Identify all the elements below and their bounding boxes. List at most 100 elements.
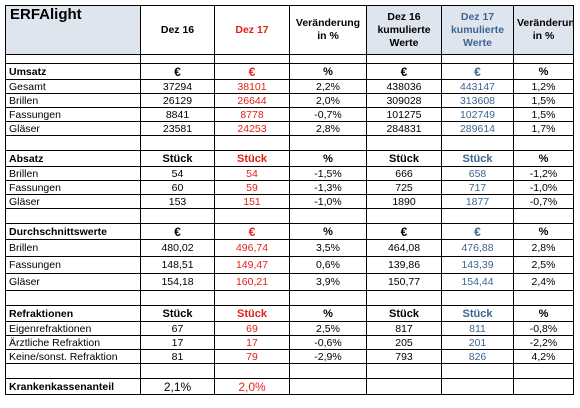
unit-change-cum: % <box>513 63 574 80</box>
value-dez17: 151 <box>214 194 290 209</box>
spacer-cell <box>289 208 367 224</box>
unit-dez16: Stück <box>140 150 215 167</box>
value-change-cum: -1,2% <box>513 166 574 181</box>
value-change: 0,6% <box>289 256 367 274</box>
spacer-cell <box>513 135 574 151</box>
spacer-cell <box>366 54 442 64</box>
value-dez16: 153 <box>140 194 215 209</box>
spacer-cell <box>289 290 367 306</box>
row-label: Brillen <box>5 93 141 108</box>
value-dez17: 149,47 <box>214 256 290 274</box>
value-dez17: 24253 <box>214 121 290 136</box>
spacer-cell <box>214 208 290 224</box>
value-change-cum <box>513 378 574 395</box>
spacer-cell <box>140 54 215 64</box>
spacer-cell <box>214 363 290 379</box>
report-table-body: ERFAlight Dez 16 Dez 17 Veränderung in %… <box>5 5 574 395</box>
value-change-cum: 1,5% <box>513 107 574 122</box>
value-change-cum: -0,7% <box>513 194 574 209</box>
spacer-cell <box>513 208 574 224</box>
value-dez17-cum: 143,39 <box>441 256 514 274</box>
row-label: Gläser <box>5 194 141 209</box>
value-change: 3,9% <box>289 273 367 291</box>
value-change-cum: 1,5% <box>513 93 574 108</box>
value-dez16: 54 <box>140 166 215 181</box>
table-row: Keine/sonst. Refraktion 81 79 -2,9% 793 826 4,… <box>5 349 574 364</box>
value-dez17: 496,74 <box>214 239 290 257</box>
row-label: Gläser <box>5 273 141 291</box>
value-dez16-cum <box>366 378 442 395</box>
spacer-cell <box>289 363 367 379</box>
table-row: Fassungen 8841 8778 -0,7% 101275 102749 1,5% <box>5 107 574 122</box>
header-dez16: Dez 16 <box>140 5 215 55</box>
value-change: -1,5% <box>289 166 367 181</box>
spacer-cell <box>366 363 442 379</box>
value-dez16-cum: 666 <box>366 166 442 181</box>
value-dez17-cum: 826 <box>441 349 514 364</box>
section-header-umsatz: Umsatz € €% € €% <box>5 63 574 80</box>
unit-dez17-cum: € <box>441 63 514 80</box>
value-dez16-cum: 150,77 <box>366 273 442 291</box>
spacer-cell <box>140 135 215 151</box>
value-dez16: 154,18 <box>140 273 215 291</box>
spacer-cell <box>289 135 367 151</box>
value-dez17: 59 <box>214 180 290 195</box>
spacer-cell <box>441 363 514 379</box>
spacer-cell <box>5 135 141 151</box>
spacer-cell <box>5 290 141 306</box>
value-dez17-cum: 289614 <box>441 121 514 136</box>
row-label: Gläser <box>5 121 141 136</box>
value-dez16: 8841 <box>140 107 215 122</box>
header-dez17-cum: Dez 17 kumulierte Werte <box>441 5 514 55</box>
value-dez17-cum: 1877 <box>441 194 514 209</box>
section-header-absatz: Absatz Stück Stück% Stück Stück% <box>5 150 574 167</box>
spacer-cell <box>140 363 215 379</box>
value-dez16-cum: 438036 <box>366 79 442 94</box>
spacer-row <box>5 363 574 379</box>
table-row: Fassungen 148,51 149,47 0,6% 139,86 143,39 2,5… <box>5 256 574 274</box>
value-dez17: 2,0% <box>214 378 290 395</box>
row-label: Brillen <box>5 166 141 181</box>
value-change: 2,8% <box>289 121 367 136</box>
value-dez17-cum: 717 <box>441 180 514 195</box>
value-change-cum: 2,4% <box>513 273 574 291</box>
value-change <box>289 378 367 395</box>
spacer-row <box>5 54 574 64</box>
table-row: Ärztliche Refraktion 17 17 -0,6% 205 201 -2,2% <box>5 335 574 350</box>
report-table-container: ERFAlight Dez 16 Dez 17 Veränderung in %… <box>5 5 574 395</box>
unit-change: % <box>289 150 367 167</box>
value-dez16-cum: 101275 <box>366 107 442 122</box>
value-change: 3,5% <box>289 239 367 257</box>
value-dez16-cum: 793 <box>366 349 442 364</box>
section-header-refraktionen: Refraktionen Stück Stück% Stück Stück% <box>5 305 574 322</box>
spacer-cell <box>5 363 141 379</box>
table-row: Gesamt 37294 38101 2,2% 438036 443147 1,2% <box>5 79 574 94</box>
value-dez16-cum: 1890 <box>366 194 442 209</box>
header-row: ERFAlight Dez 16 Dez 17 Veränderung in %… <box>5 5 574 55</box>
section-header-durchschnitt: Durchschnittswerte € €% € €% <box>5 223 574 240</box>
spacer-row <box>5 135 574 151</box>
value-dez16: 23581 <box>140 121 215 136</box>
value-dez16: 60 <box>140 180 215 195</box>
unit-dez16-cum: € <box>366 223 442 240</box>
header-dez17: Dez 17 <box>214 5 290 55</box>
row-label: Fassungen <box>5 180 141 195</box>
value-dez17: 17 <box>214 335 290 350</box>
header-change: Veränderung in % <box>289 5 367 55</box>
value-change-cum: -2,2% <box>513 335 574 350</box>
spacer-cell <box>441 208 514 224</box>
value-change: 2,2% <box>289 79 367 94</box>
value-dez16-cum: 139,86 <box>366 256 442 274</box>
value-dez17-cum: 658 <box>441 166 514 181</box>
value-dez17: 26644 <box>214 93 290 108</box>
spacer-cell <box>214 54 290 64</box>
value-dez17-cum <box>441 378 514 395</box>
row-label: Fassungen <box>5 256 141 274</box>
spacer-cell <box>513 54 574 64</box>
unit-change: % <box>289 305 367 322</box>
spacer-cell <box>441 290 514 306</box>
unit-dez17: Stück <box>214 305 290 322</box>
value-change: 2,0% <box>289 93 367 108</box>
value-dez17-cum: 102749 <box>441 107 514 122</box>
value-dez17-cum: 154,44 <box>441 273 514 291</box>
